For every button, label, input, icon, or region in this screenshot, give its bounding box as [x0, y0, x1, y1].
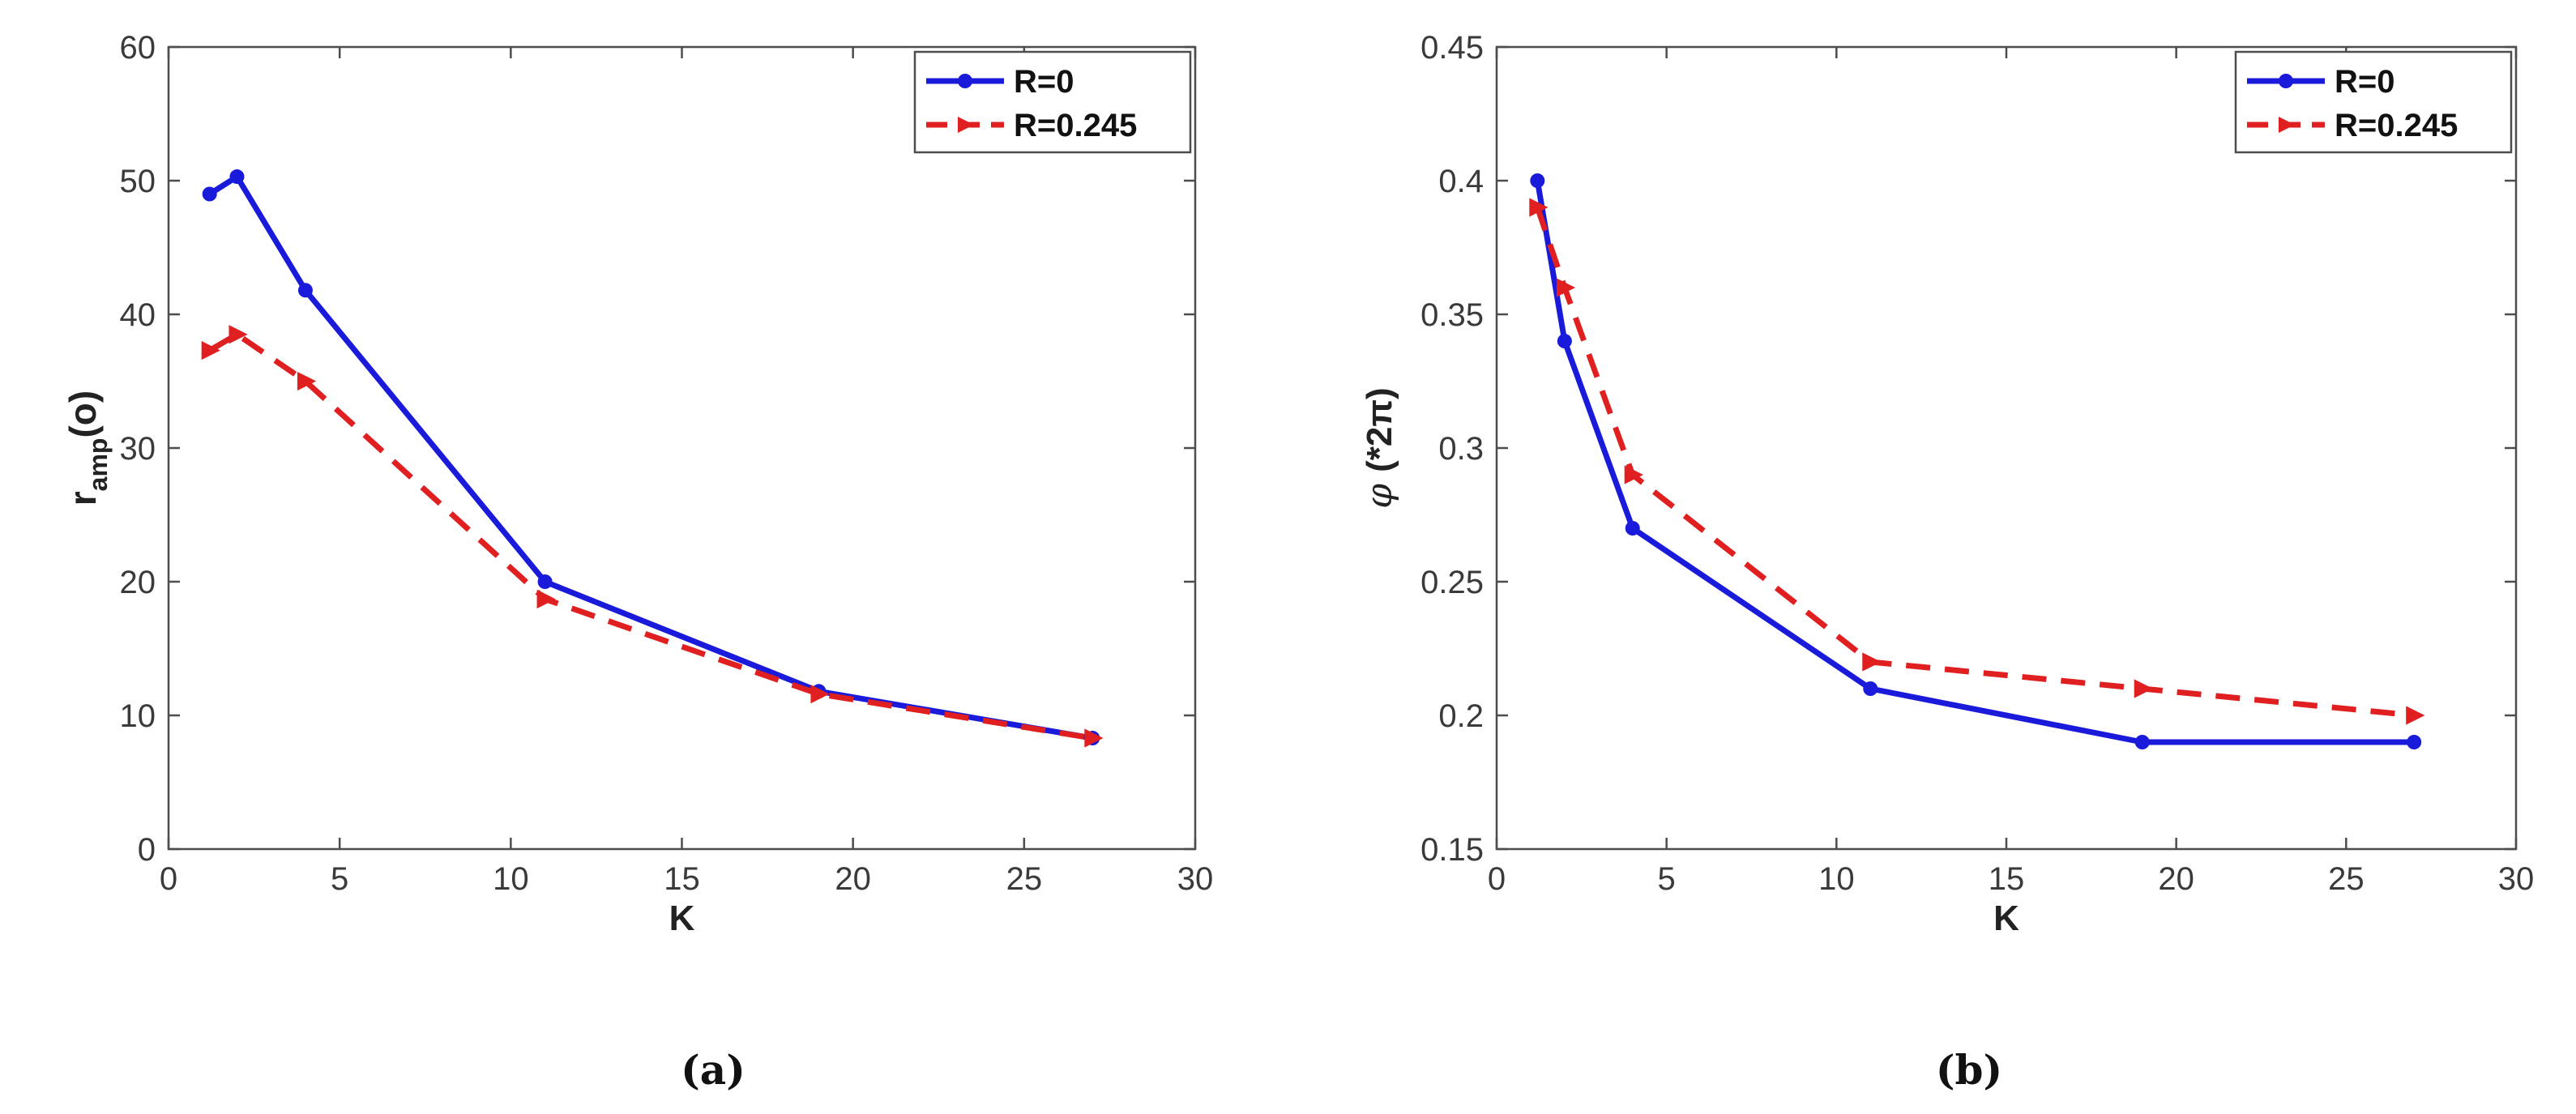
y-tick-label: 20	[120, 565, 156, 600]
x-tick-label: 10	[493, 861, 529, 897]
legend-swatch-marker	[958, 117, 974, 133]
x-tick-label: 25	[2328, 861, 2365, 897]
series-r0245	[201, 325, 1104, 748]
y-tick-label: 60	[120, 30, 156, 66]
data-point	[1862, 652, 1882, 672]
x-tick-label: 30	[2498, 861, 2535, 897]
legend-label: R=0	[1014, 64, 1074, 100]
data-point	[1624, 465, 1643, 484]
y-axis-label: φ (*2π)	[1359, 387, 1400, 508]
panel-caption: (b)	[1936, 1046, 2002, 1094]
y-tick-label: 0.15	[1420, 832, 1484, 868]
data-point	[297, 283, 313, 298]
series-r0245	[1529, 198, 2425, 725]
data-point	[1529, 198, 1549, 217]
x-tick-label: 5	[1658, 861, 1676, 897]
data-point	[1530, 173, 1545, 188]
data-point	[810, 684, 830, 704]
legend-swatch-marker	[2279, 117, 2295, 133]
y-axis-label-sub: amp	[83, 438, 113, 492]
data-point	[2134, 679, 2153, 698]
x-tick-label: 0	[160, 861, 177, 897]
legend-label: R=0	[2335, 64, 2395, 100]
plot-area-frame	[1495, 45, 2518, 851]
data-point	[536, 589, 556, 609]
x-tick-label: 15	[664, 861, 700, 897]
y-tick-label: 10	[120, 698, 156, 734]
x-tick-label: 20	[835, 861, 871, 897]
data-point	[229, 169, 245, 185]
series-line	[207, 173, 1093, 741]
data-point	[2406, 706, 2425, 725]
legend: R=0 R=0.245	[2234, 50, 2513, 154]
x-tick-label: 25	[1006, 861, 1043, 897]
x-tick-label: 15	[1989, 861, 2025, 897]
y-tick-label: 50	[120, 164, 156, 199]
y-axis-label-unit: (o)	[62, 391, 104, 438]
panel-caption: (a)	[681, 1046, 745, 1094]
y-tick-label: 0.3	[1438, 431, 1484, 467]
data-point	[537, 574, 553, 589]
y-tick-label: 40	[120, 297, 156, 333]
data-point	[2134, 735, 2150, 749]
data-point	[1863, 681, 1878, 696]
x-tick-label: 5	[331, 861, 348, 897]
legend-label: R=0.245	[2335, 108, 2458, 143]
series-line	[1534, 180, 2415, 745]
series-line	[1535, 206, 2415, 719]
x-axis-label: K	[1993, 898, 2019, 938]
data-point	[1084, 728, 1104, 748]
data-point	[1556, 278, 1576, 297]
x-tick-label: 30	[1177, 861, 1214, 897]
y-axis-label-main: r	[62, 491, 104, 506]
legend-swatch-marker	[2279, 74, 2293, 88]
x-axis-label: K	[669, 898, 695, 938]
x-tick-label: 20	[2158, 861, 2194, 897]
y-tick-label: 0.45	[1420, 30, 1484, 66]
x-tick-label: 10	[1818, 861, 1855, 897]
y-tick-label: 0.25	[1420, 565, 1484, 600]
data-point	[202, 186, 217, 202]
y-axis-label-unit: (*2π)	[1360, 387, 1399, 472]
data-point	[229, 325, 248, 344]
data-point	[1625, 521, 1640, 536]
data-point	[297, 371, 317, 391]
chart-panel-b: 0 5 10 15 20 25 30 0.15 0.2 0.25 0.3 0.35 0.4 0.45 Kφ (…	[1359, 30, 2534, 1094]
y-axis-label-main: φ	[1359, 484, 1400, 509]
series-line	[207, 331, 1093, 741]
legend: R=0 R=0.245	[913, 50, 1192, 154]
y-tick-label: 30	[120, 431, 156, 467]
legend-box	[913, 50, 1192, 154]
legend-label: R=0.245	[1014, 108, 1137, 143]
x-tick-label: 0	[1488, 861, 1506, 897]
data-point	[2407, 735, 2422, 749]
series-r0	[1530, 173, 2422, 749]
legend-box	[2234, 50, 2513, 154]
legend-swatch-marker	[958, 74, 972, 88]
y-tick-label: 0.35	[1420, 297, 1484, 333]
series-r0	[202, 169, 1100, 746]
y-tick-label: 0.4	[1438, 164, 1484, 199]
data-point	[1557, 334, 1572, 348]
y-tick-label: 0.2	[1438, 698, 1484, 734]
y-tick-label: 0	[138, 832, 156, 868]
data-point	[201, 340, 220, 361]
y-axis-label: ramp(o)	[62, 391, 113, 506]
